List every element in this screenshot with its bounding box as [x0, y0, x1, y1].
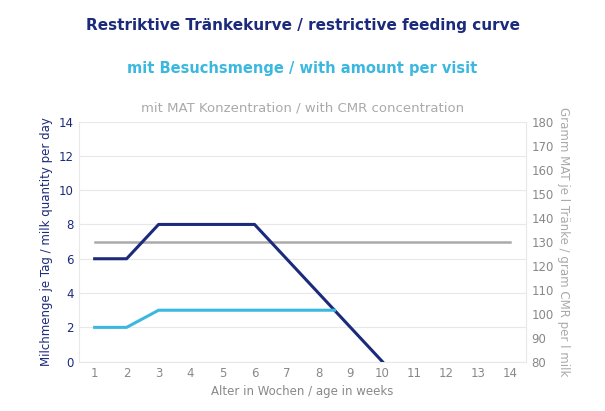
Text: mit Besuchsmenge / with amount per visit: mit Besuchsmenge / with amount per visit	[128, 62, 477, 76]
X-axis label: Alter in Wochen / age in weeks: Alter in Wochen / age in weeks	[211, 385, 394, 398]
Text: Restriktive Tränkekurve / restrictive feeding curve: Restriktive Tränkekurve / restrictive fe…	[85, 18, 520, 33]
Y-axis label: Gramm MAT je l Tränke / gram CMR per l milk: Gramm MAT je l Tränke / gram CMR per l m…	[557, 107, 571, 376]
Text: mit MAT Konzentration / with CMR concentration: mit MAT Konzentration / with CMR concent…	[141, 102, 464, 115]
Y-axis label: Milchmenge je Tag / milk quantity per day: Milchmenge je Tag / milk quantity per da…	[41, 117, 53, 366]
